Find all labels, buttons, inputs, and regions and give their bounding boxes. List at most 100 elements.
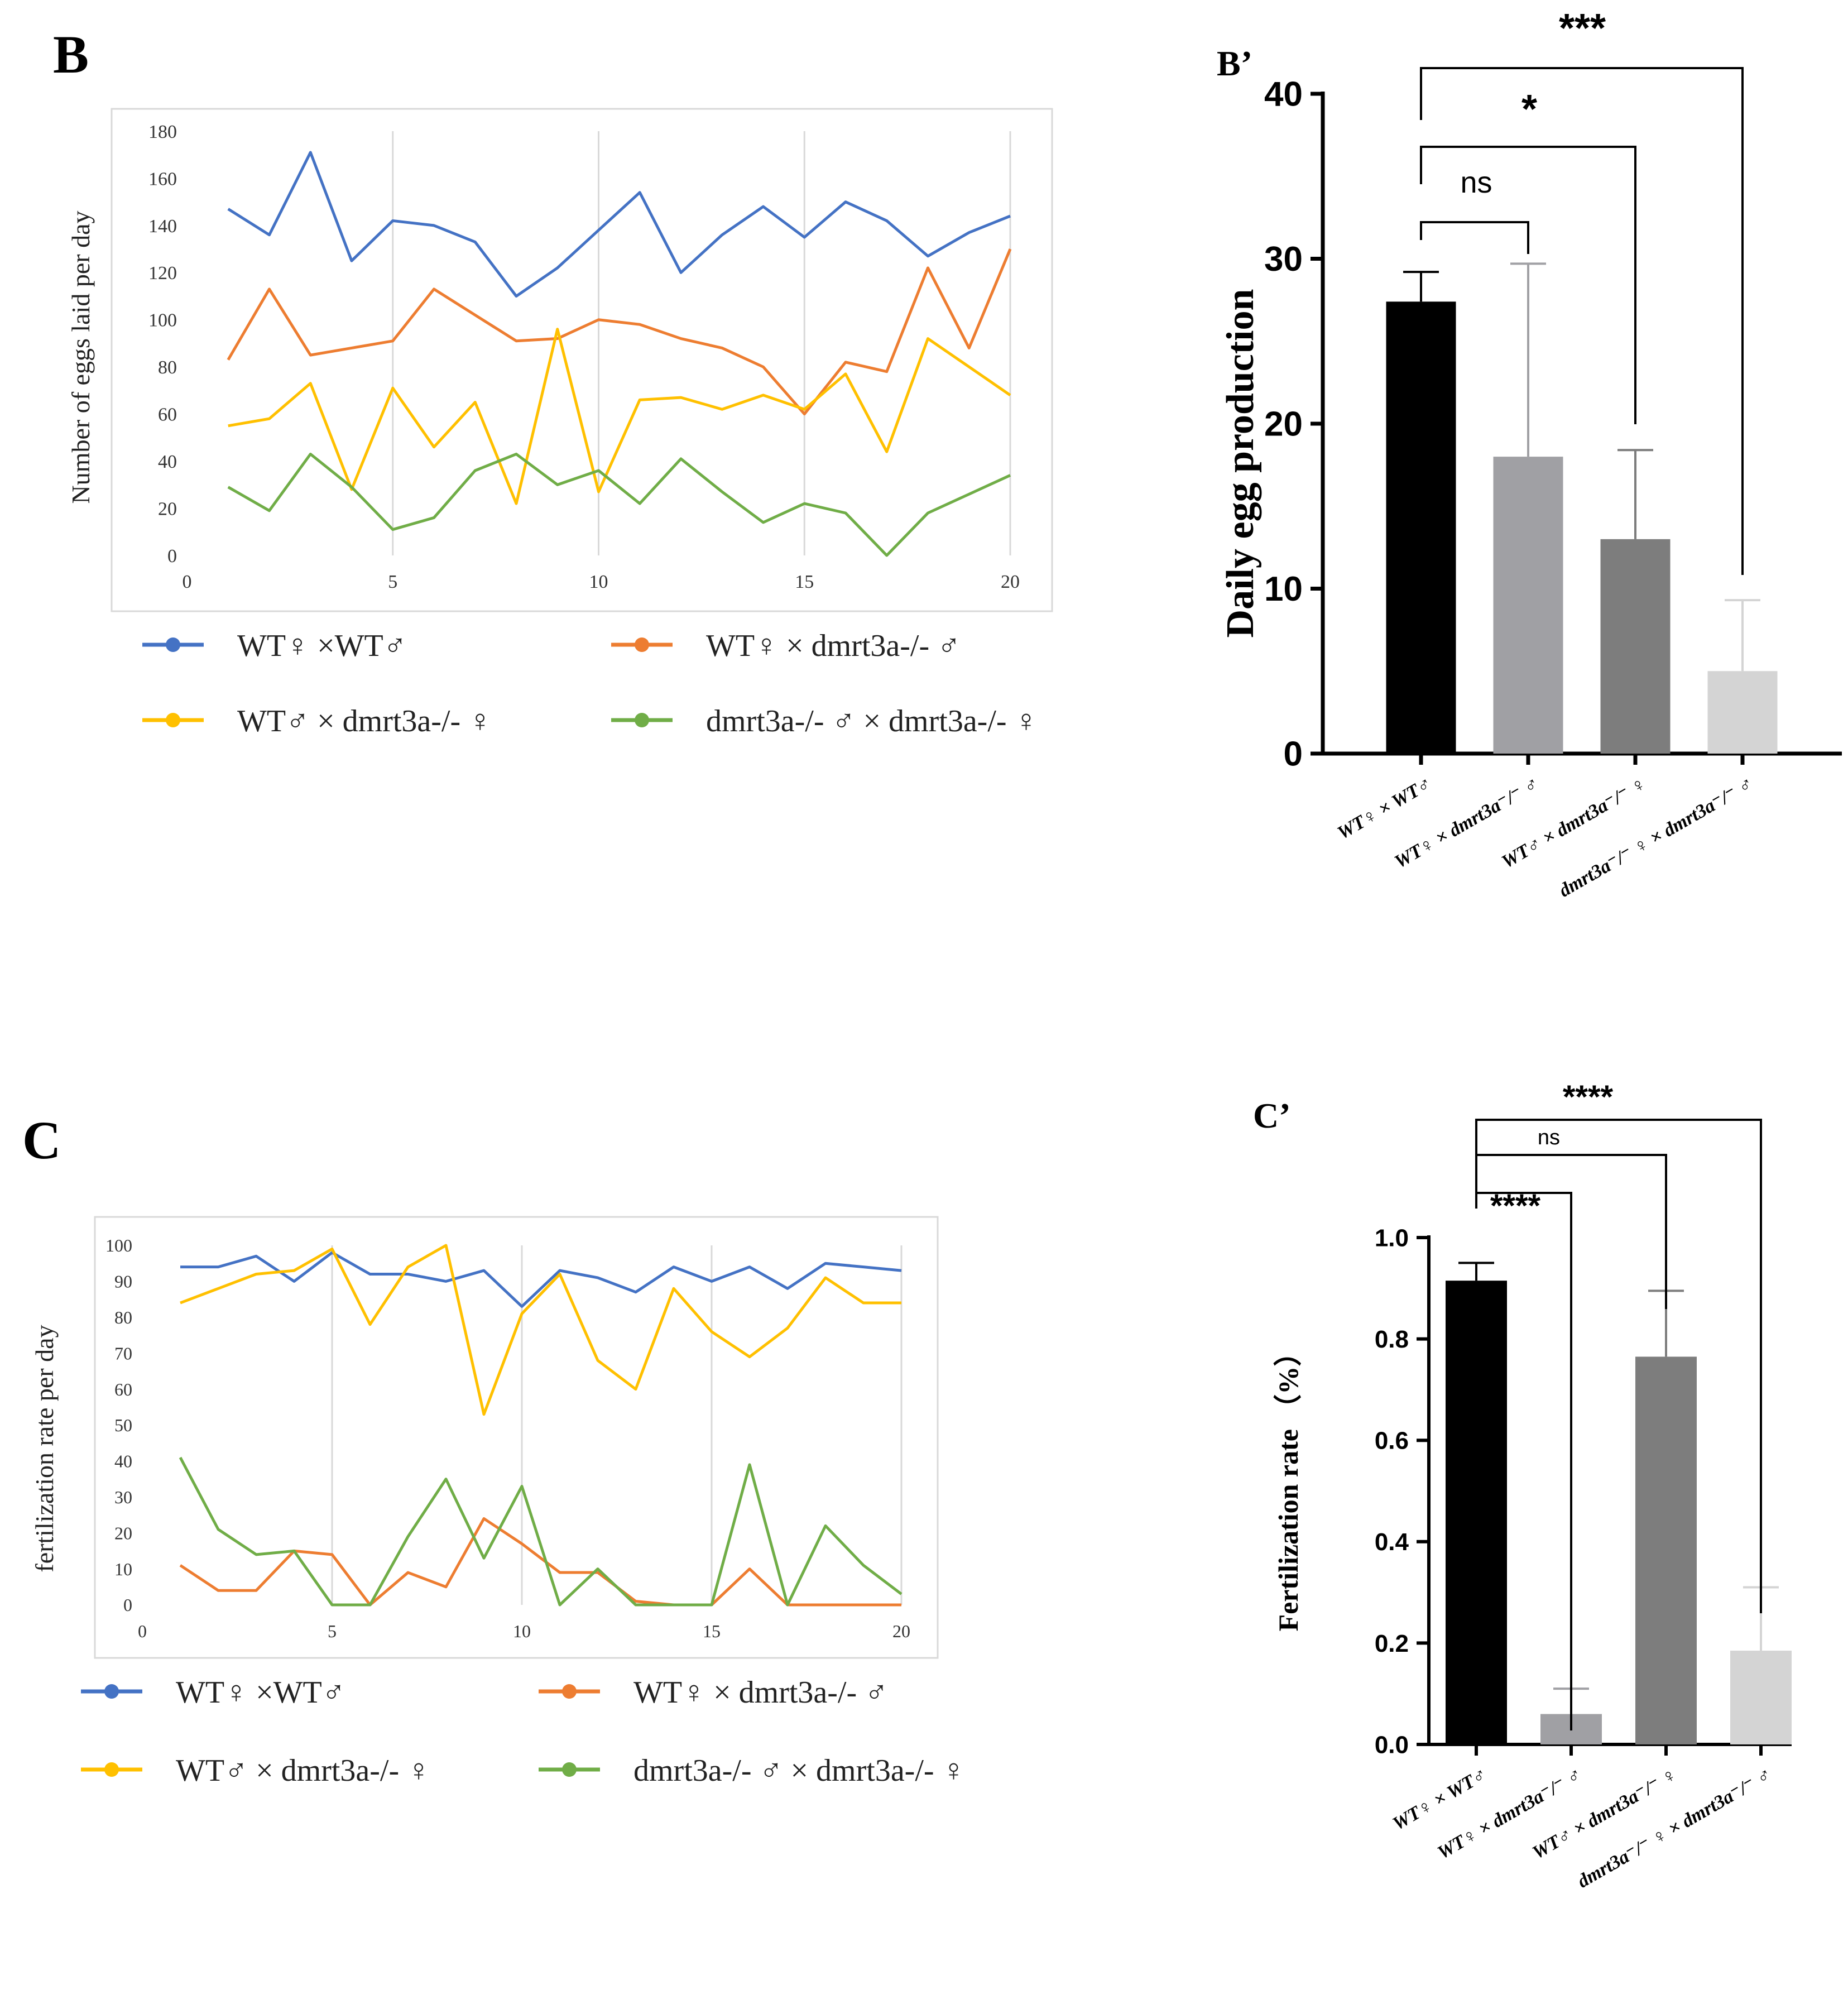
y-axis-title-b: Number of eggs laid per day <box>66 210 95 504</box>
y-tick-label-bp: 40 <box>1264 75 1303 114</box>
y-tick-label-cp: 0.4 <box>1375 1528 1409 1556</box>
axes-c-prime: 0.0 0.2 0.4 0.6 0.8 1.0 <box>1375 1224 1792 1758</box>
panel-label-c-prime: C’ <box>1253 1096 1291 1135</box>
y-tick-label-cp: 0.8 <box>1375 1326 1409 1353</box>
y-tick-label-bp: 0 <box>1284 735 1303 774</box>
legend-marker-c-3 <box>562 1762 577 1777</box>
legend-label-b-3: dmrt3a-/- ♂ × dmrt3a-/- ♀ <box>706 704 1038 739</box>
x-tick-label-b: 0 <box>183 572 192 592</box>
significance-label-bp-2: *** <box>1559 6 1606 51</box>
bar-chart-c-prime: Fertilization rate （%） 0.0 0.2 0.4 0.6 0.8 1.… <box>1273 1079 1792 1892</box>
significance-bracket-cp-0 <box>1475 1192 1572 1730</box>
x-tick-label-b: 10 <box>589 572 608 592</box>
legend-marker-c-0 <box>104 1684 119 1699</box>
line-chart-b: Number of eggs laid per day 0 5 10 15 20 0 20 4… <box>66 108 1053 612</box>
legend-b: WT♀ ×WT♂ WT♀ × dmrt3a-/- ♂ WT♂ × dmrt3a-/-… <box>142 629 1038 739</box>
bar-bp-1 <box>1493 457 1563 754</box>
significance-c-prime: ****ns**** <box>1475 1079 1762 1730</box>
y-tick-label-bp: 30 <box>1264 240 1303 279</box>
y-tick-label-b: 100 <box>148 310 177 331</box>
y-axis-title-b-prime: Daily egg production <box>1219 289 1262 638</box>
legend-marker-b-3 <box>635 713 649 727</box>
significance-label-bp-0: ns <box>1460 166 1492 199</box>
x-tick-label-c: 15 <box>703 1621 721 1641</box>
x-tick-label-c: 0 <box>138 1621 147 1641</box>
category-label-bp-0: WT♀ × WT♂ <box>1334 773 1436 843</box>
x-tick-label-b: 5 <box>388 572 397 592</box>
bar-cp-0 <box>1446 1281 1507 1744</box>
y-tick-label-b: 60 <box>158 405 177 425</box>
series-line-c-0 <box>180 1251 902 1308</box>
legend-marker-b-2 <box>166 713 180 727</box>
ticks-b: 0 5 10 15 20 0 20 40 60 80 100 120 140 160 180 <box>148 122 1020 592</box>
chart-b-frame <box>111 108 1053 612</box>
x-tick-label-b: 20 <box>1001 572 1020 592</box>
y-tick-label-b: 180 <box>148 122 177 142</box>
panel-label-b-prime: B’ <box>1217 44 1252 83</box>
bars-b-prime <box>1386 262 1778 754</box>
significance-bracket-bp-1 <box>1420 146 1636 424</box>
y-axis-title-c-prime: Fertilization rate （%） <box>1273 1339 1304 1632</box>
y-tick-label-cp: 0.6 <box>1375 1427 1409 1455</box>
bar-cp-3 <box>1730 1651 1792 1744</box>
legend-label-b-1: WT♀ × dmrt3a-/- ♂ <box>706 629 961 663</box>
y-tick-label-b: 140 <box>148 216 177 237</box>
y-tick-label-cp: 0.0 <box>1375 1731 1409 1758</box>
y-tick-label-bp: 10 <box>1264 570 1303 608</box>
y-tick-label-b: 40 <box>158 452 177 472</box>
x-tick-label-c: 20 <box>892 1621 910 1641</box>
series-c <box>179 1244 903 1607</box>
y-tick-label-c: 80 <box>114 1307 132 1327</box>
panel-label-c: C <box>22 1110 61 1170</box>
y-tick-label-c: 10 <box>114 1559 132 1579</box>
series-line-c-3 <box>179 1456 903 1607</box>
legend-label-b-0: WT♀ ×WT♂ <box>237 629 407 663</box>
significance-label-cp-2: **** <box>1563 1079 1614 1115</box>
y-tick-label-c: 50 <box>114 1415 132 1435</box>
categories-b-prime: WT♀ × WT♂WT♀ × dmrt3a⁻/⁻ ♂WT♂ × dmrt3a⁻/… <box>1334 773 1757 902</box>
legend-marker-b-0 <box>166 637 180 652</box>
y-tick-label-c: 70 <box>114 1343 132 1363</box>
legend-label-c-0: WT♀ ×WT♂ <box>176 1675 345 1710</box>
y-tick-label-c: 20 <box>114 1523 132 1543</box>
panel-label-b: B <box>53 25 89 84</box>
line-chart-c: fertilization rate per day 0 5 10 15 20 0 10 20… <box>30 1216 939 1659</box>
legend-marker-c-2 <box>104 1762 119 1777</box>
legend-label-c-1: WT♀ × dmrt3a-/- ♂ <box>633 1675 888 1710</box>
y-tick-label-c: 30 <box>114 1487 132 1507</box>
significance-bracket-bp-2 <box>1420 67 1744 575</box>
significance-label-cp-0: **** <box>1490 1188 1541 1224</box>
x-tick-label-c: 5 <box>328 1621 337 1641</box>
series-line-b-1 <box>227 248 1012 416</box>
bars-c-prime <box>1446 1262 1792 1744</box>
series-line-b-2 <box>228 328 1011 505</box>
y-tick-label-c: 90 <box>114 1272 132 1292</box>
y-tick-label-cp: 1.0 <box>1375 1224 1409 1252</box>
y-tick-label-b: 80 <box>158 357 177 378</box>
category-label-bp-3: dmrt3a⁻/⁻ ♀ × dmrt3a⁻/⁻ ♂ <box>1556 773 1757 902</box>
grid-b <box>392 131 1011 555</box>
legend-label-c-3: dmrt3a-/- ♂ × dmrt3a-/- ♀ <box>633 1753 966 1788</box>
legend-marker-b-1 <box>635 637 649 652</box>
significance-label-bp-1: * <box>1521 87 1537 132</box>
y-tick-label-c: 60 <box>114 1379 132 1399</box>
y-tick-label-c: 0 <box>123 1595 132 1615</box>
significance-label-cp-1: ns <box>1538 1126 1560 1149</box>
y-tick-label-bp: 20 <box>1264 405 1303 444</box>
legend-marker-c-1 <box>562 1684 577 1699</box>
series-line-b-0 <box>227 151 1011 298</box>
significance-b-prime: ns**** <box>1420 6 1744 575</box>
bar-bp-3 <box>1707 671 1778 754</box>
bar-bp-0 <box>1386 301 1456 754</box>
y-tick-label-b: 0 <box>167 546 177 567</box>
bar-bp-2 <box>1600 539 1671 754</box>
bar-cp-2 <box>1635 1356 1697 1744</box>
significance-bracket-cp-2 <box>1475 1119 1762 1613</box>
series-line-c-2 <box>180 1244 901 1416</box>
legend-label-c-2: WT♂ × dmrt3a-/- ♀ <box>176 1753 430 1788</box>
significance-bracket-bp-0 <box>1420 221 1529 254</box>
y-tick-label-c: 100 <box>105 1235 132 1255</box>
y-tick-label-b: 160 <box>148 169 177 189</box>
